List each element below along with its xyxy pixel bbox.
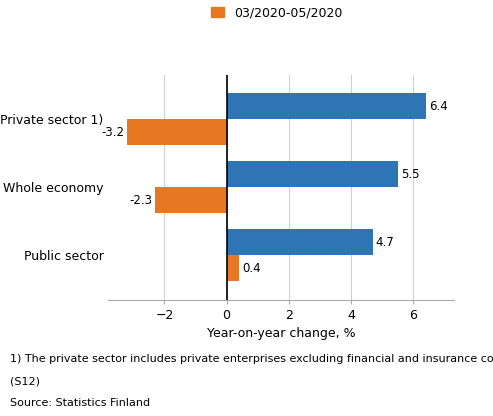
Bar: [227, 255, 239, 281]
Bar: [227, 93, 425, 119]
Text: 0.4: 0.4: [242, 262, 261, 275]
Bar: [127, 119, 227, 145]
Text: 6.4: 6.4: [429, 100, 448, 113]
Text: -2.3: -2.3: [129, 193, 152, 207]
Text: -3.2: -3.2: [101, 126, 124, 139]
Bar: [227, 229, 373, 255]
Legend: 03/2021-05/2021, 03/2020-05/2020: 03/2021-05/2021, 03/2020-05/2020: [211, 0, 342, 19]
Text: (S12): (S12): [10, 377, 40, 387]
Text: Source: Statistics Finland: Source: Statistics Finland: [10, 398, 150, 408]
Text: 1) The private sector includes private enterprises excluding financial and insur: 1) The private sector includes private e…: [10, 354, 493, 364]
Bar: [155, 187, 227, 213]
Text: 4.7: 4.7: [376, 236, 394, 249]
Text: 5.5: 5.5: [401, 168, 419, 181]
X-axis label: Year-on-year change, %: Year-on-year change, %: [207, 327, 355, 340]
Bar: [227, 161, 397, 187]
